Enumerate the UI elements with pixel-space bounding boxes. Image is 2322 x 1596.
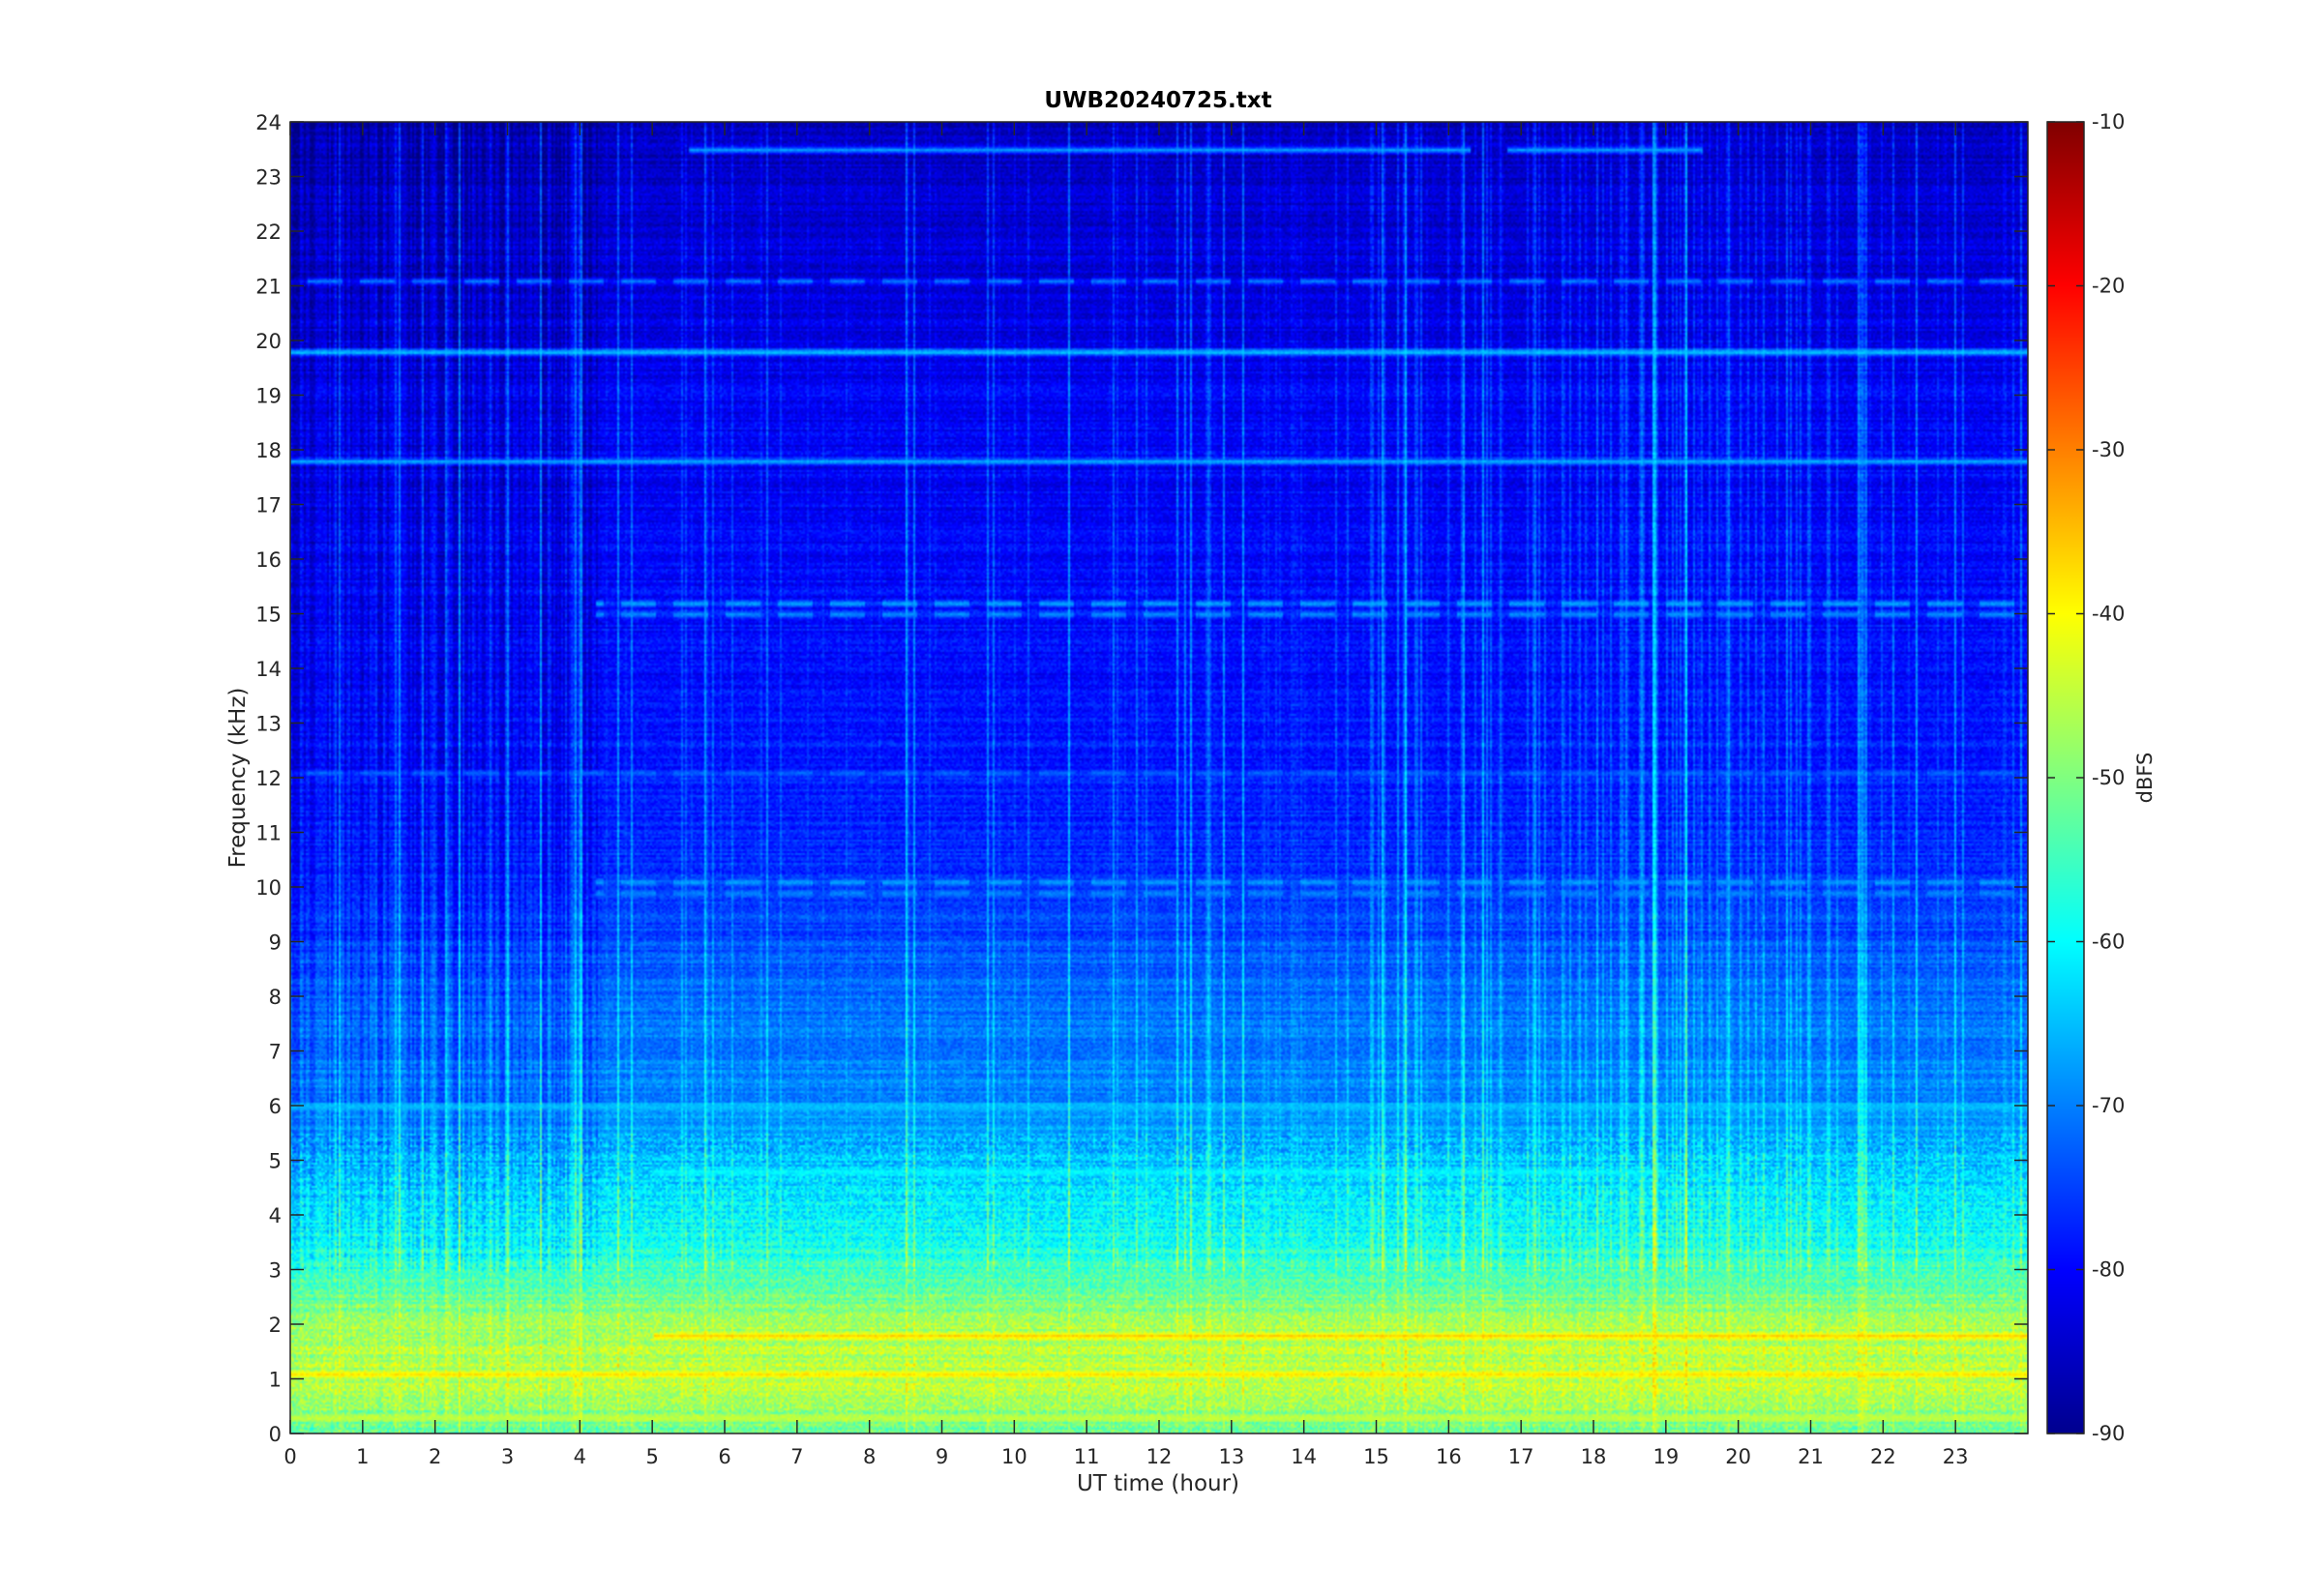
x-tick-label: 13 [1218,1445,1244,1468]
y-tick-label: 23 [255,166,282,190]
y-tick-label: 0 [269,1423,282,1446]
colorbar-ticks: -10 -20 -30 -40 -50 -60 -70 -80 -90 [2047,110,2125,1445]
colorbar: -10 -20 -30 -40 -50 -60 -70 -80 -90 dBFS [2046,110,2157,1445]
colorbar-tick-label: -60 [2092,931,2125,954]
y-tick-label: 8 [269,986,282,1009]
colorbar-tick-label: -90 [2092,1422,2125,1445]
y-tick-label: 15 [255,604,282,627]
spectrogram-plot-area [289,121,2029,1434]
x-tick-label: 4 [574,1445,586,1468]
y-tick-label: 4 [269,1204,282,1227]
x-tick-label: 8 [863,1445,876,1468]
x-tick-label: 20 [1725,1445,1751,1468]
colorbar-tick-label: -10 [2092,110,2125,133]
x-tick-label: 9 [936,1445,948,1468]
x-tick-label: 1 [356,1445,369,1468]
y-tick-label: 24 [255,111,282,134]
chart-title: UWB20240725.txt [1044,88,1271,113]
x-tick-label: 10 [1001,1445,1027,1468]
x-tick-label: 6 [718,1445,730,1468]
x-tick-label: 21 [1798,1445,1824,1468]
x-tick-label: 12 [1146,1445,1173,1468]
x-tick-label: 11 [1074,1445,1100,1468]
y-tick-label: 17 [255,494,282,517]
y-tick-label: 18 [255,439,282,462]
colorbar-tick-label: -40 [2092,603,2125,626]
y-tick-label: 14 [255,658,282,681]
y-tick-label: 19 [255,385,282,408]
y-tick-label: 12 [255,767,282,790]
colorbar-tick-label: -30 [2092,438,2125,461]
y-tick-label: 20 [255,330,282,353]
colorbar-tick-label: -70 [2092,1094,2125,1117]
x-tick-label: 16 [1436,1445,1462,1468]
y-tick-label: 1 [269,1369,282,1392]
y-tick-label: 13 [255,713,282,736]
x-tick-label: 19 [1652,1445,1679,1468]
y-tick-label: 11 [255,822,282,845]
colorbar-tick-label: -80 [2092,1258,2125,1282]
x-tick-label: 7 [790,1445,803,1468]
y-tick-label: 3 [269,1259,282,1283]
x-axis: 0 1 2 3 4 5 6 7 8 9 10 11 12 13 14 15 16 17 18 19 20 21 22 23 [283,122,1969,1468]
x-tick-label: 14 [1291,1445,1317,1468]
x-axis-label: UT time (hour) [1077,1471,1239,1496]
x-tick-label: 23 [1943,1445,1969,1468]
x-tick-label: 3 [501,1445,514,1468]
colorbar-tick-label: -50 [2092,766,2125,789]
x-tick-label: 15 [1363,1445,1389,1468]
y-tick-label: 16 [255,548,282,572]
x-tick-label: 22 [1870,1445,1896,1468]
y-tick-label: 6 [269,1095,282,1118]
y-tick-label: 5 [269,1150,282,1173]
y-tick-label: 21 [255,276,282,299]
y-tick-label: 22 [255,221,282,244]
x-tick-label: 5 [645,1445,658,1468]
y-tick-label: 7 [269,1041,282,1064]
y-tick-label: 2 [269,1314,282,1337]
colorbar-label: dBFS [2133,753,2157,804]
x-tick-label: 2 [429,1445,441,1468]
y-tick-label: 10 [255,876,282,900]
x-tick-label: 18 [1581,1445,1607,1468]
x-tick-label: 17 [1508,1445,1534,1468]
y-tick-label: 9 [269,931,282,955]
y-axis-label: Frequency (kHz) [225,688,251,869]
x-tick-label: 0 [283,1445,296,1468]
spectrogram-heatmap [290,122,2028,1433]
colorbar-tick-label: -20 [2092,275,2125,298]
